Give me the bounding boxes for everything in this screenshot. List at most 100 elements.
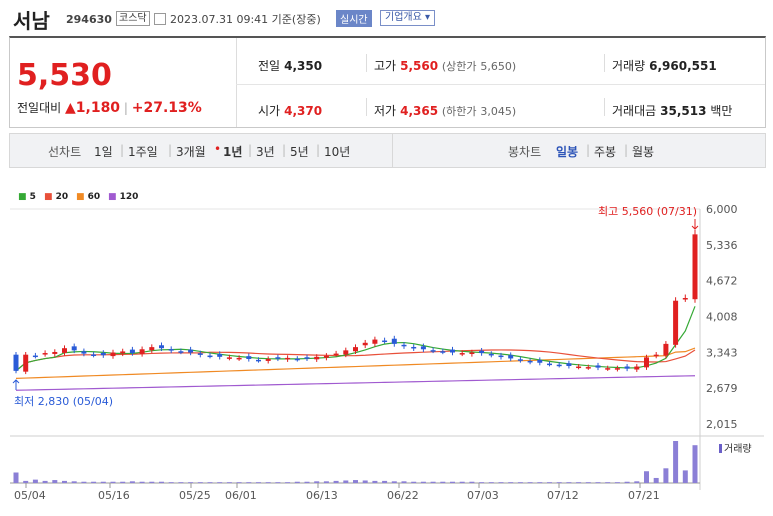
candle-body (314, 356, 320, 360)
candle-body (420, 346, 426, 350)
candle-body (139, 349, 145, 354)
volume-bar (178, 482, 184, 483)
candle-body (343, 350, 349, 355)
volume-bar (275, 482, 281, 483)
stock-header: 서남 294630 코스닥 2023.07.31 09:41 기준(장중) 실시… (0, 0, 773, 36)
volume-bar (62, 480, 67, 483)
y-tick-label: 6,000 (706, 203, 738, 216)
calendar-icon (154, 13, 166, 25)
volume-bar (614, 482, 620, 483)
volume-bar (382, 480, 388, 483)
period-3y[interactable]: 3년 (256, 145, 275, 159)
candle-body (605, 368, 611, 370)
x-tick-label: 07/21 (628, 489, 660, 502)
ma60-line (15, 347, 696, 380)
ma5-line (15, 306, 696, 372)
realtime-button[interactable]: 실시간 (336, 10, 372, 27)
ma120-legend: ■ 120 (108, 192, 139, 202)
candle-body (217, 353, 223, 357)
candle-body (188, 349, 194, 353)
volume-bar (450, 481, 455, 483)
candle-body (692, 234, 698, 300)
y-tick-label: 3,343 (706, 346, 738, 359)
period-1d[interactable]: 1일 (94, 145, 113, 159)
candle-body (149, 347, 155, 351)
candle-body (450, 349, 455, 353)
volume-bar (411, 481, 417, 483)
ma20-legend: ■ 20 (44, 192, 69, 202)
low-price: 저가 4,365 (하한가 3,045) (374, 104, 517, 118)
candle-body (159, 345, 164, 349)
company-overview-dropdown[interactable]: 기업개요 ▾ (380, 10, 435, 26)
candle-body (256, 359, 261, 362)
volume-bar (207, 482, 213, 483)
candle-body (71, 346, 77, 351)
candle-body (391, 338, 397, 344)
volume-bar (692, 445, 698, 483)
y-tick-label: 2,015 (706, 418, 738, 431)
candle-body (547, 363, 552, 366)
quote-box: 5,530 전일대비 ▲1,180 | +27.13% 전일 4,350 시가 4,… (9, 36, 766, 128)
market-badge: 코스닥 (116, 11, 150, 26)
volume-bar (246, 482, 252, 483)
min-arrow-icon (12, 379, 20, 390)
candle-daily[interactable]: 일봉 (556, 145, 579, 159)
volume-bar (265, 482, 271, 483)
period-3m[interactable]: 3개월 (176, 145, 206, 159)
max-arrow-icon (691, 219, 699, 230)
candle-body (595, 365, 601, 368)
volume-bar (23, 480, 29, 483)
ma20-line (15, 349, 696, 372)
candle-body (285, 357, 291, 360)
volume-bar (585, 482, 591, 483)
volume-bar (372, 480, 378, 483)
volume-bar (566, 482, 572, 483)
price-change: 전일대비 ▲1,180 | +27.13% (17, 100, 202, 116)
max-price-label: 최고 5,560 (07/31) (598, 205, 697, 218)
volume: 거래량 6,960,551 (612, 59, 717, 73)
prev-close: 전일 4,350 (258, 59, 323, 73)
volume-bar (634, 481, 640, 483)
candle-body (644, 357, 649, 368)
volume-bar (81, 481, 87, 483)
candle-body (120, 351, 126, 354)
candle-body (411, 346, 417, 349)
candle-body (372, 339, 378, 344)
volume-bar (353, 480, 358, 483)
volume-bar (663, 468, 669, 483)
candle-weekly[interactable]: 주봉 (594, 145, 617, 159)
volume-bar (547, 482, 552, 483)
period-1w[interactable]: 1주일 (128, 145, 158, 159)
stock-code: 294630 (66, 13, 112, 26)
volume-bar (100, 481, 106, 483)
volume-legend-swatch (719, 444, 722, 453)
period-10y[interactable]: 10년 (324, 145, 351, 159)
candle-body (100, 352, 106, 356)
min-price-label: 최저 2,830 (05/04) (14, 395, 113, 408)
volume-bar (391, 481, 397, 483)
x-tick-label: 07/12 (547, 489, 579, 502)
x-tick-label: 05/04 (14, 489, 46, 502)
period-1y[interactable]: 1년 (223, 145, 243, 159)
x-tick-label: 06/13 (306, 489, 338, 502)
volume-bar (110, 481, 116, 483)
candle-body (265, 358, 271, 361)
candle-body (614, 368, 620, 370)
volume-bar (469, 481, 475, 483)
candle-body (129, 349, 135, 354)
candle-monthly[interactable]: 월봉 (632, 145, 655, 159)
volume-bar (333, 480, 339, 483)
volume-bar (682, 470, 688, 483)
volume-bar (42, 480, 48, 483)
volume-bar (91, 481, 97, 483)
volume-bar (256, 482, 261, 483)
volume-bar (537, 482, 543, 483)
candle-body (430, 350, 436, 352)
candle-body (110, 352, 116, 357)
candle-body (527, 360, 533, 363)
period-5y[interactable]: 5년 (290, 145, 309, 159)
volume-bar (498, 482, 504, 483)
candle-body (304, 357, 310, 359)
candle-body (469, 352, 475, 355)
